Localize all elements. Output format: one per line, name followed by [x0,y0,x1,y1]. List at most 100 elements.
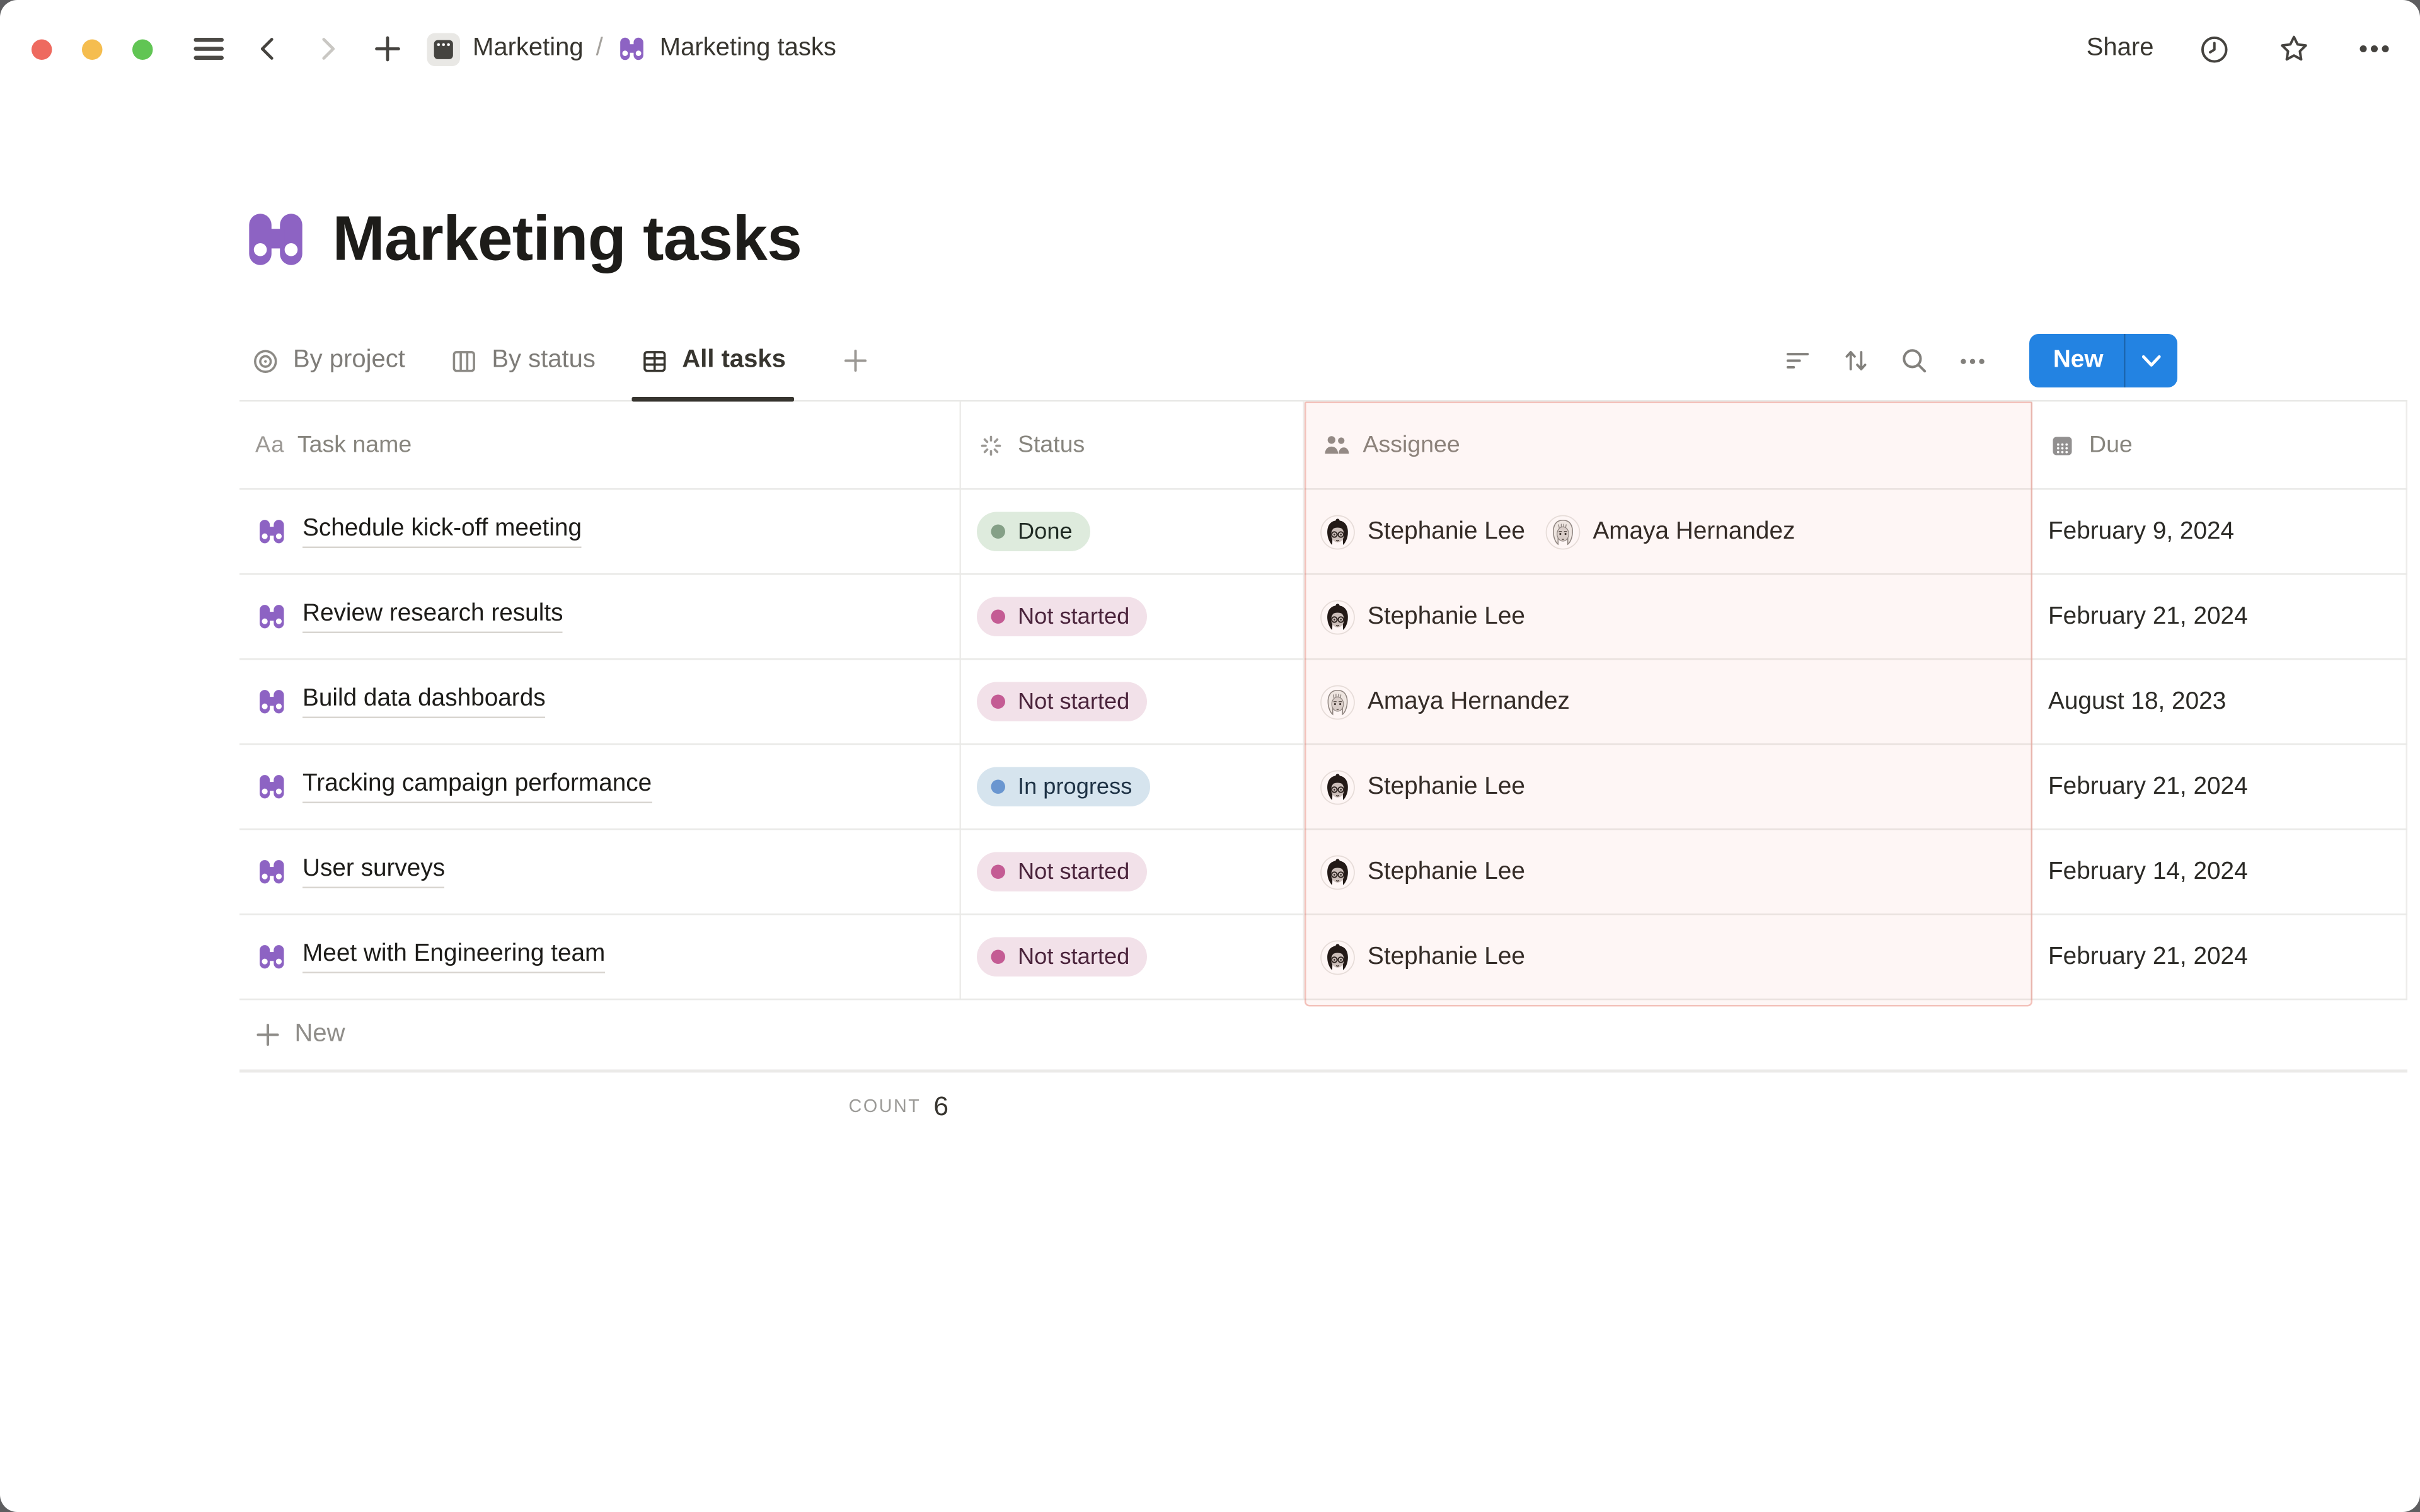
status-cell[interactable]: In progress [961,745,1305,828]
stephanie-lee-avatar [1320,769,1355,805]
assignee-cell[interactable]: Stephanie Lee [1305,575,2032,658]
sidebar-menu-button[interactable] [188,28,229,69]
assignee-cell[interactable]: Stephanie Lee [1305,915,2032,999]
due-cell[interactable]: February 21, 2024 [2032,915,2407,999]
assignee-cell[interactable]: Stephanie Lee Amaya Hernandez [1305,490,2032,573]
table-row: User surveys Not started Stephanie Lee Febr… [239,830,2407,915]
task-title[interactable]: Review research results [302,600,563,633]
zoom-window-button[interactable] [132,38,153,59]
status-cell[interactable]: Done [961,490,1305,573]
updates-button[interactable] [2193,28,2234,69]
status-cell[interactable]: Not started [961,575,1305,658]
column-header-task-name[interactable]: Aa Task name [239,401,961,488]
due-cell[interactable]: February 9, 2024 [2032,490,2407,573]
filter-button[interactable] [1774,337,1821,384]
assignee-cell[interactable]: Stephanie Lee [1305,745,2032,828]
due-cell[interactable]: February 21, 2024 [2032,745,2407,828]
task-title[interactable]: User surveys [302,856,446,888]
teamspace-icon [427,32,460,66]
chevron-left-icon [254,35,282,63]
minimize-window-button[interactable] [82,38,103,59]
sort-button[interactable] [1833,337,1880,384]
page-more-button[interactable] [2354,28,2395,69]
tab-all-tasks[interactable]: All tasks [628,321,797,402]
status-cell[interactable]: Not started [961,660,1305,743]
task-name-cell[interactable]: Tracking campaign performance [239,745,961,828]
column-label: Status [1018,432,1085,459]
favorite-button[interactable] [2274,28,2315,69]
assignee-chip[interactable]: Stephanie Lee [1320,854,1525,890]
assignee-chip[interactable]: Stephanie Lee [1320,769,1525,805]
count-footer[interactable]: COUNT 6 [239,1073,961,1142]
table-row: Build data dashboards Not started Amaya He… [239,660,2407,745]
due-date: February 21, 2024 [2048,942,2248,970]
task-title[interactable]: Meet with Engineering team [302,941,606,973]
due-cell[interactable]: February 21, 2024 [2032,575,2407,658]
status-badge[interactable]: Not started [977,682,1147,721]
new-record-button[interactable]: New [2029,334,2124,387]
search-button[interactable] [1891,337,1938,384]
assignee-name: Amaya Hernandez [1593,517,1795,544]
column-label: Task name [297,432,412,459]
status-badge[interactable]: Not started [977,937,1147,976]
assignee-name: Stephanie Lee [1368,942,1525,970]
new-record-dropdown-button[interactable] [2126,334,2178,387]
task-name-cell[interactable]: User surveys [239,830,961,914]
status-badge[interactable]: Done [977,512,1090,551]
plus-icon [843,348,868,374]
status-badge[interactable]: In progress [977,767,1150,806]
task-name-cell[interactable]: Review research results [239,575,961,658]
assignee-chip[interactable]: Stephanie Lee [1320,599,1525,634]
column-header-assignee[interactable]: Assignee [1305,401,2032,488]
due-cell[interactable]: August 18, 2023 [2032,660,2407,743]
view-more-button[interactable] [1949,337,1997,384]
tab-label: By status [492,346,596,374]
breadcrumb-separator: / [596,35,603,62]
assignee-cell[interactable]: Amaya Hernandez [1305,660,2032,743]
assignee-chip[interactable]: Amaya Hernandez [1545,514,1795,549]
breadcrumb: Marketing / Marketing tasks [427,32,836,66]
binoculars-icon [255,856,289,889]
task-title[interactable]: Build data dashboards [302,685,546,718]
new-row-button[interactable]: New [239,1000,2407,1073]
status-badge[interactable]: Not started [977,852,1147,891]
tab-by-status[interactable]: By status [438,321,606,400]
assignee-chip[interactable]: Amaya Hernandez [1320,684,1570,719]
share-button[interactable]: Share [2087,35,2154,63]
column-header-status[interactable]: Status [961,401,1305,488]
due-cell[interactable]: February 14, 2024 [2032,830,2407,914]
assignee-cell[interactable]: Stephanie Lee [1305,830,2032,914]
task-title[interactable]: Tracking campaign performance [302,770,652,803]
assignee-name: Stephanie Lee [1368,857,1525,885]
status-badge[interactable]: Not started [977,597,1147,636]
task-name-cell[interactable]: Meet with Engineering team [239,915,961,999]
status-cell[interactable]: Not started [961,830,1305,914]
plus-icon [374,35,402,63]
tab-by-project[interactable]: By project [239,321,416,400]
table-row: Schedule kick-off meeting Done Stephanie L… [239,490,2407,575]
forward-button[interactable] [308,28,349,69]
page-title[interactable]: Marketing tasks [332,203,802,273]
status-cell[interactable]: Not started [961,915,1305,999]
titlebar-actions: Share [2087,28,2395,69]
binoculars-icon [255,600,289,634]
task-title[interactable]: Schedule kick-off meeting [302,515,582,548]
view-tabs: By project By status All t [239,321,879,402]
close-window-button[interactable] [32,38,52,59]
task-name-cell[interactable]: Build data dashboards [239,660,961,743]
count-value: 6 [933,1091,948,1122]
back-button[interactable] [248,28,289,69]
binoculars-icon[interactable] [239,203,312,276]
task-table: Aa Task name Status Assignee [239,401,2407,1007]
breadcrumb-item-marketing-tasks[interactable]: Marketing tasks [616,33,836,65]
add-view-button[interactable] [831,337,879,384]
stephanie-lee-avatar [1320,854,1355,890]
new-tab-button[interactable] [367,28,408,69]
breadcrumb-item-marketing[interactable]: Marketing [427,32,584,66]
people-icon [1320,430,1351,461]
column-header-due[interactable]: Due [2032,401,2407,488]
assignee-chip[interactable]: Stephanie Lee [1320,514,1525,549]
clock-icon [2197,32,2230,66]
assignee-chip[interactable]: Stephanie Lee [1320,939,1525,975]
task-name-cell[interactable]: Schedule kick-off meeting [239,490,961,573]
